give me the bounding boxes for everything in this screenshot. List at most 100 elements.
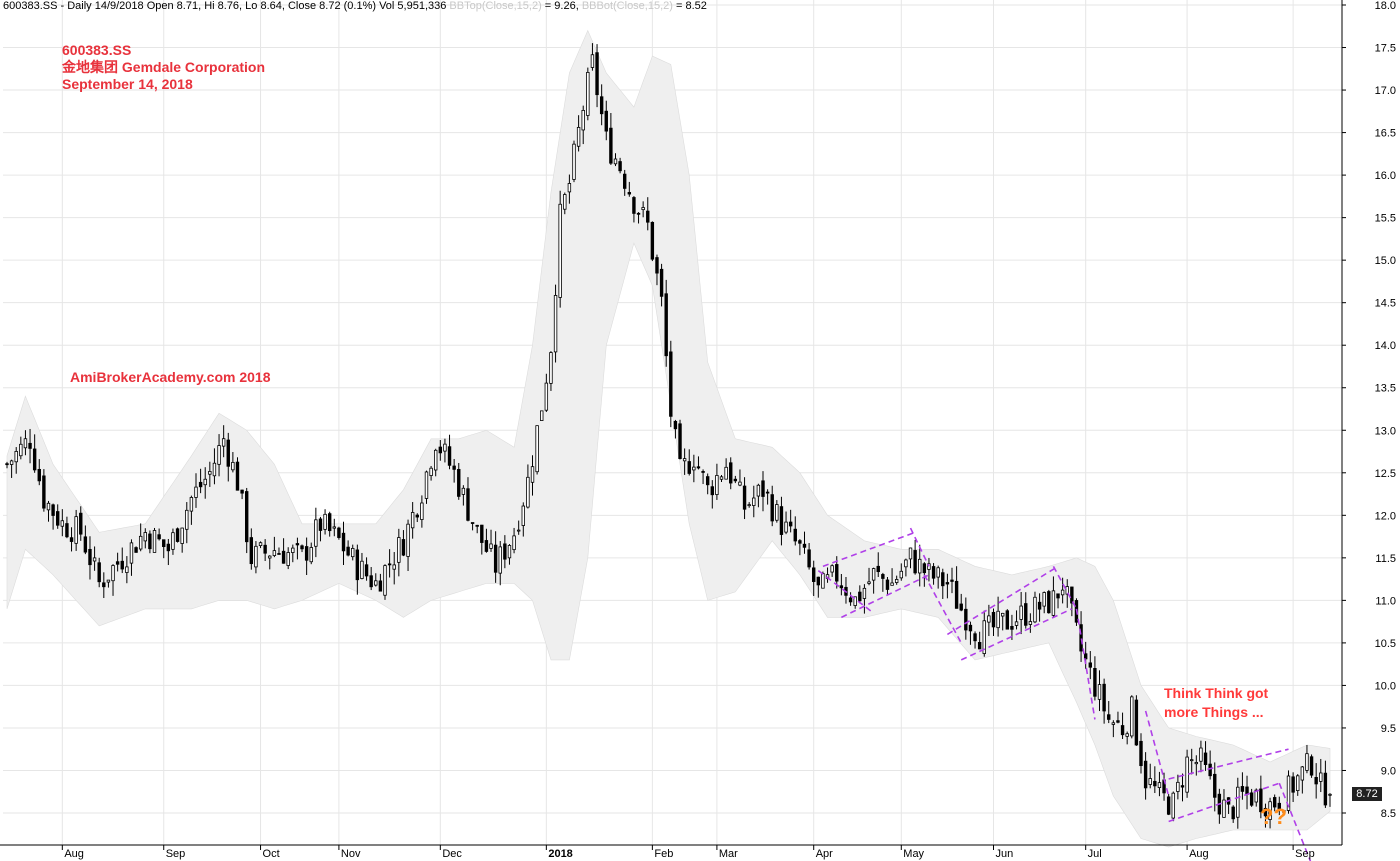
candle-body	[189, 497, 194, 512]
candle-body	[761, 480, 765, 497]
x-tick-label: Mar	[719, 848, 738, 860]
candle-body	[973, 633, 977, 642]
candle-body	[475, 524, 479, 527]
y-tick-label: 15.5	[1375, 213, 1396, 225]
date-label: September 14, 2018	[62, 76, 193, 92]
candle-body	[364, 564, 369, 577]
candle-body	[1166, 796, 1171, 815]
candle-body	[1060, 589, 1065, 596]
candle-body	[650, 221, 655, 260]
candle-body	[1328, 793, 1332, 796]
candle-body	[1042, 592, 1046, 607]
candle-body	[807, 549, 811, 568]
candle-body	[23, 438, 28, 449]
candle-body	[848, 597, 853, 603]
candle-body	[1286, 775, 1291, 811]
candle-body	[779, 506, 784, 535]
candle-body	[1010, 626, 1014, 630]
candle-body	[484, 540, 489, 552]
candle-body	[1249, 792, 1254, 806]
candle-body	[374, 580, 378, 586]
candle-body	[1102, 683, 1106, 712]
candle-body	[498, 546, 502, 574]
candle-body	[314, 519, 318, 547]
candle-body	[954, 580, 959, 609]
candle-body	[1153, 780, 1157, 787]
candle-body	[512, 535, 516, 551]
candle-body	[1222, 799, 1226, 818]
candle-body	[742, 485, 747, 510]
candle-body	[936, 567, 940, 578]
candle-body	[5, 463, 9, 466]
candle-body	[355, 549, 360, 581]
candle-body	[1176, 781, 1180, 792]
candle-body	[148, 533, 152, 550]
candle-body	[337, 527, 341, 538]
candle-body	[1300, 766, 1305, 781]
candle-body	[858, 591, 862, 602]
candle-body	[1014, 621, 1019, 626]
candle-body	[369, 575, 373, 588]
candle-body	[143, 532, 147, 542]
candle-body	[1051, 590, 1056, 616]
candle-body	[493, 544, 498, 573]
channel-line	[960, 608, 1073, 661]
candle-body	[152, 530, 157, 553]
candle-body	[1083, 653, 1088, 660]
y-tick-label: 18.0	[1375, 0, 1396, 12]
y-tick-label: 17.5	[1375, 43, 1396, 55]
candle-body	[327, 513, 332, 532]
candle-body	[572, 143, 576, 180]
candle-body	[332, 526, 336, 529]
candle-body	[682, 458, 687, 462]
channel-line	[1052, 565, 1078, 610]
candle-body	[79, 512, 83, 535]
candle-body	[32, 448, 37, 471]
candle-body	[351, 548, 355, 558]
candle-body	[715, 475, 719, 495]
candle-body	[696, 466, 701, 469]
note-line-2: more Things ...	[1164, 704, 1264, 720]
y-tick-label: 13.0	[1375, 425, 1396, 437]
x-tick-label: May	[903, 848, 924, 860]
candle-body	[798, 540, 802, 544]
candle-body	[747, 504, 751, 507]
candle-body	[263, 544, 267, 554]
candle-body	[1116, 720, 1120, 723]
candle-body	[268, 555, 272, 559]
channel-line	[923, 574, 962, 644]
candle-body	[180, 527, 184, 544]
candle-body	[231, 461, 235, 471]
candle-body	[535, 425, 539, 473]
candle-body	[258, 542, 263, 547]
y-tick-label: 13.5	[1375, 383, 1396, 395]
candle-body	[945, 582, 950, 585]
candle-body	[74, 516, 78, 544]
candle-body	[346, 546, 350, 556]
candle-body	[646, 210, 650, 223]
candle-body	[1157, 782, 1162, 788]
channel-line	[1075, 608, 1096, 720]
candle-body	[392, 564, 396, 570]
candle-body	[125, 566, 129, 573]
candle-body	[92, 557, 97, 562]
candle-body	[1171, 792, 1175, 819]
candle-body	[254, 545, 258, 568]
candle-body	[447, 446, 452, 466]
candle-body	[249, 537, 254, 565]
candle-body	[1125, 733, 1129, 737]
candle-body	[922, 563, 927, 574]
candle-body	[212, 462, 217, 477]
channel-line	[1168, 748, 1289, 780]
candle-body	[894, 579, 899, 583]
candle-body	[443, 443, 447, 452]
candle-body	[19, 443, 23, 457]
candle-body	[406, 523, 410, 557]
candle-body	[530, 466, 535, 483]
candle-body	[705, 476, 710, 486]
candle-body	[1037, 601, 1042, 610]
y-tick-label: 16.5	[1375, 128, 1396, 140]
candle-body	[931, 566, 936, 579]
candle-body	[1107, 714, 1111, 720]
candle-body	[563, 194, 567, 210]
